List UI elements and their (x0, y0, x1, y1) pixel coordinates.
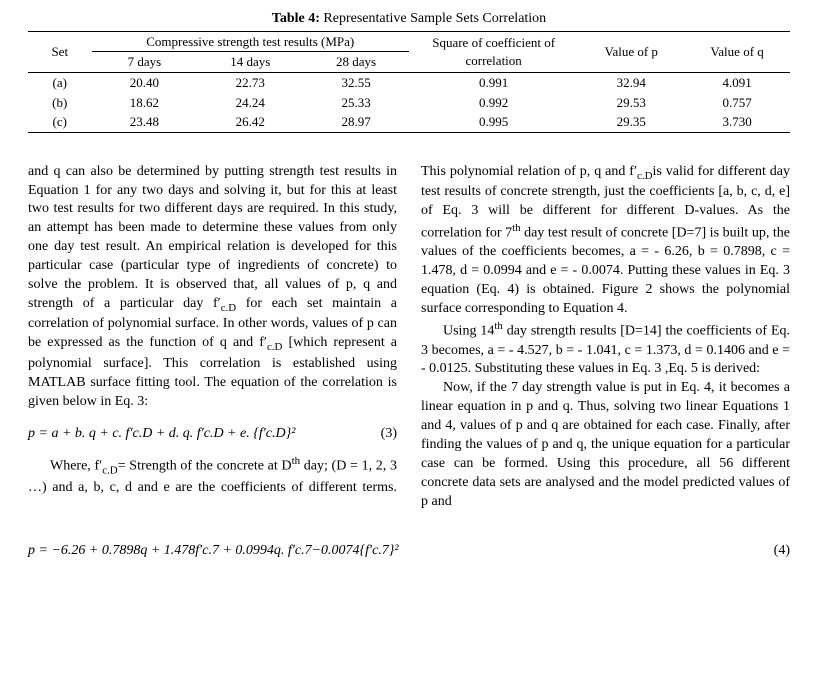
cell-d14: 26.42 (197, 112, 303, 132)
th-7days: 7 days (92, 52, 198, 73)
subscript: c.D (221, 302, 236, 314)
th-14days: 14 days (197, 52, 303, 73)
cell-d7: 20.40 (92, 72, 198, 92)
cell-r2: 0.995 (409, 112, 578, 132)
table-row: (c) 23.48 26.42 28.97 0.995 29.35 3.730 (28, 112, 790, 132)
cell-d14: 22.73 (197, 72, 303, 92)
table-4: Table 4: Representative Sample Sets Corr… (28, 10, 790, 133)
cell-d28: 32.55 (303, 72, 409, 92)
cell-set: (a) (28, 72, 92, 92)
two-column-body: and q can also be determined by putting … (28, 163, 790, 512)
paragraph-5: Now, if the 7 day strength value is put … (421, 379, 790, 511)
cell-p: 32.94 (578, 72, 684, 92)
correlation-table: Set Compressive strength test results (M… (28, 31, 790, 133)
cell-d14: 24.24 (197, 93, 303, 113)
cell-r2: 0.991 (409, 72, 578, 92)
table-body: (a) 20.40 22.73 32.55 0.991 32.94 4.091 … (28, 72, 790, 132)
superscript: th (512, 222, 520, 234)
cell-q: 4.091 (684, 72, 790, 92)
th-p: Value of p (578, 31, 684, 72)
cell-q: 0.757 (684, 93, 790, 113)
subscript: c.D (637, 169, 652, 181)
th-set: Set (28, 31, 92, 72)
cell-q: 3.730 (684, 112, 790, 132)
text-run: and q can also be determined by putting … (28, 164, 397, 311)
text-run: = Strength of the concrete at D (118, 459, 292, 474)
th-28days: 28 days (303, 52, 409, 73)
eq3-number: (3) (361, 425, 397, 444)
cell-p: 29.53 (578, 93, 684, 113)
subscript: c.D (267, 341, 282, 353)
th-q: Value of q (684, 31, 790, 72)
superscript: th (494, 320, 502, 332)
eq4-text: p = −6.26 + 0.7898q + 1.478f′c.7 + 0.099… (28, 542, 399, 561)
th-r2: Square of coefficient of correlation (409, 31, 578, 72)
equation-4: p = −6.26 + 0.7898q + 1.478f′c.7 + 0.099… (28, 542, 790, 561)
eq3-text: p = a + b. q + c. f′c.D + d. q. f′c.D + … (28, 425, 295, 444)
equation-3: p = a + b. q + c. f′c.D + d. q. f′c.D + … (28, 425, 397, 444)
cell-d7: 23.48 (92, 112, 198, 132)
th-group: Compressive strength test results (MPa) (92, 31, 409, 52)
table-row: (b) 18.62 24.24 25.33 0.992 29.53 0.757 (28, 93, 790, 113)
table-caption-text: Representative Sample Sets Correlation (320, 11, 546, 26)
superscript: th (292, 455, 300, 467)
text-run: Where, f′ (50, 459, 102, 474)
text-run: Using 14 (443, 324, 494, 339)
eq4-number: (4) (774, 542, 790, 561)
cell-set: (b) (28, 93, 92, 113)
cell-d7: 18.62 (92, 93, 198, 113)
cell-r2: 0.992 (409, 93, 578, 113)
table-caption-label: Table 4: (272, 11, 320, 26)
subscript: c.D (102, 465, 117, 477)
paragraph-1: and q can also be determined by putting … (28, 163, 397, 412)
paragraph-4: Using 14th day strength results [D=14] t… (421, 319, 790, 379)
cell-d28: 28.97 (303, 112, 409, 132)
table-caption: Table 4: Representative Sample Sets Corr… (28, 10, 790, 29)
cell-p: 29.35 (578, 112, 684, 132)
cell-d28: 25.33 (303, 93, 409, 113)
table-row: (a) 20.40 22.73 32.55 0.991 32.94 4.091 (28, 72, 790, 92)
text-run: relation of p, q and f′ (518, 164, 638, 179)
cell-set: (c) (28, 112, 92, 132)
